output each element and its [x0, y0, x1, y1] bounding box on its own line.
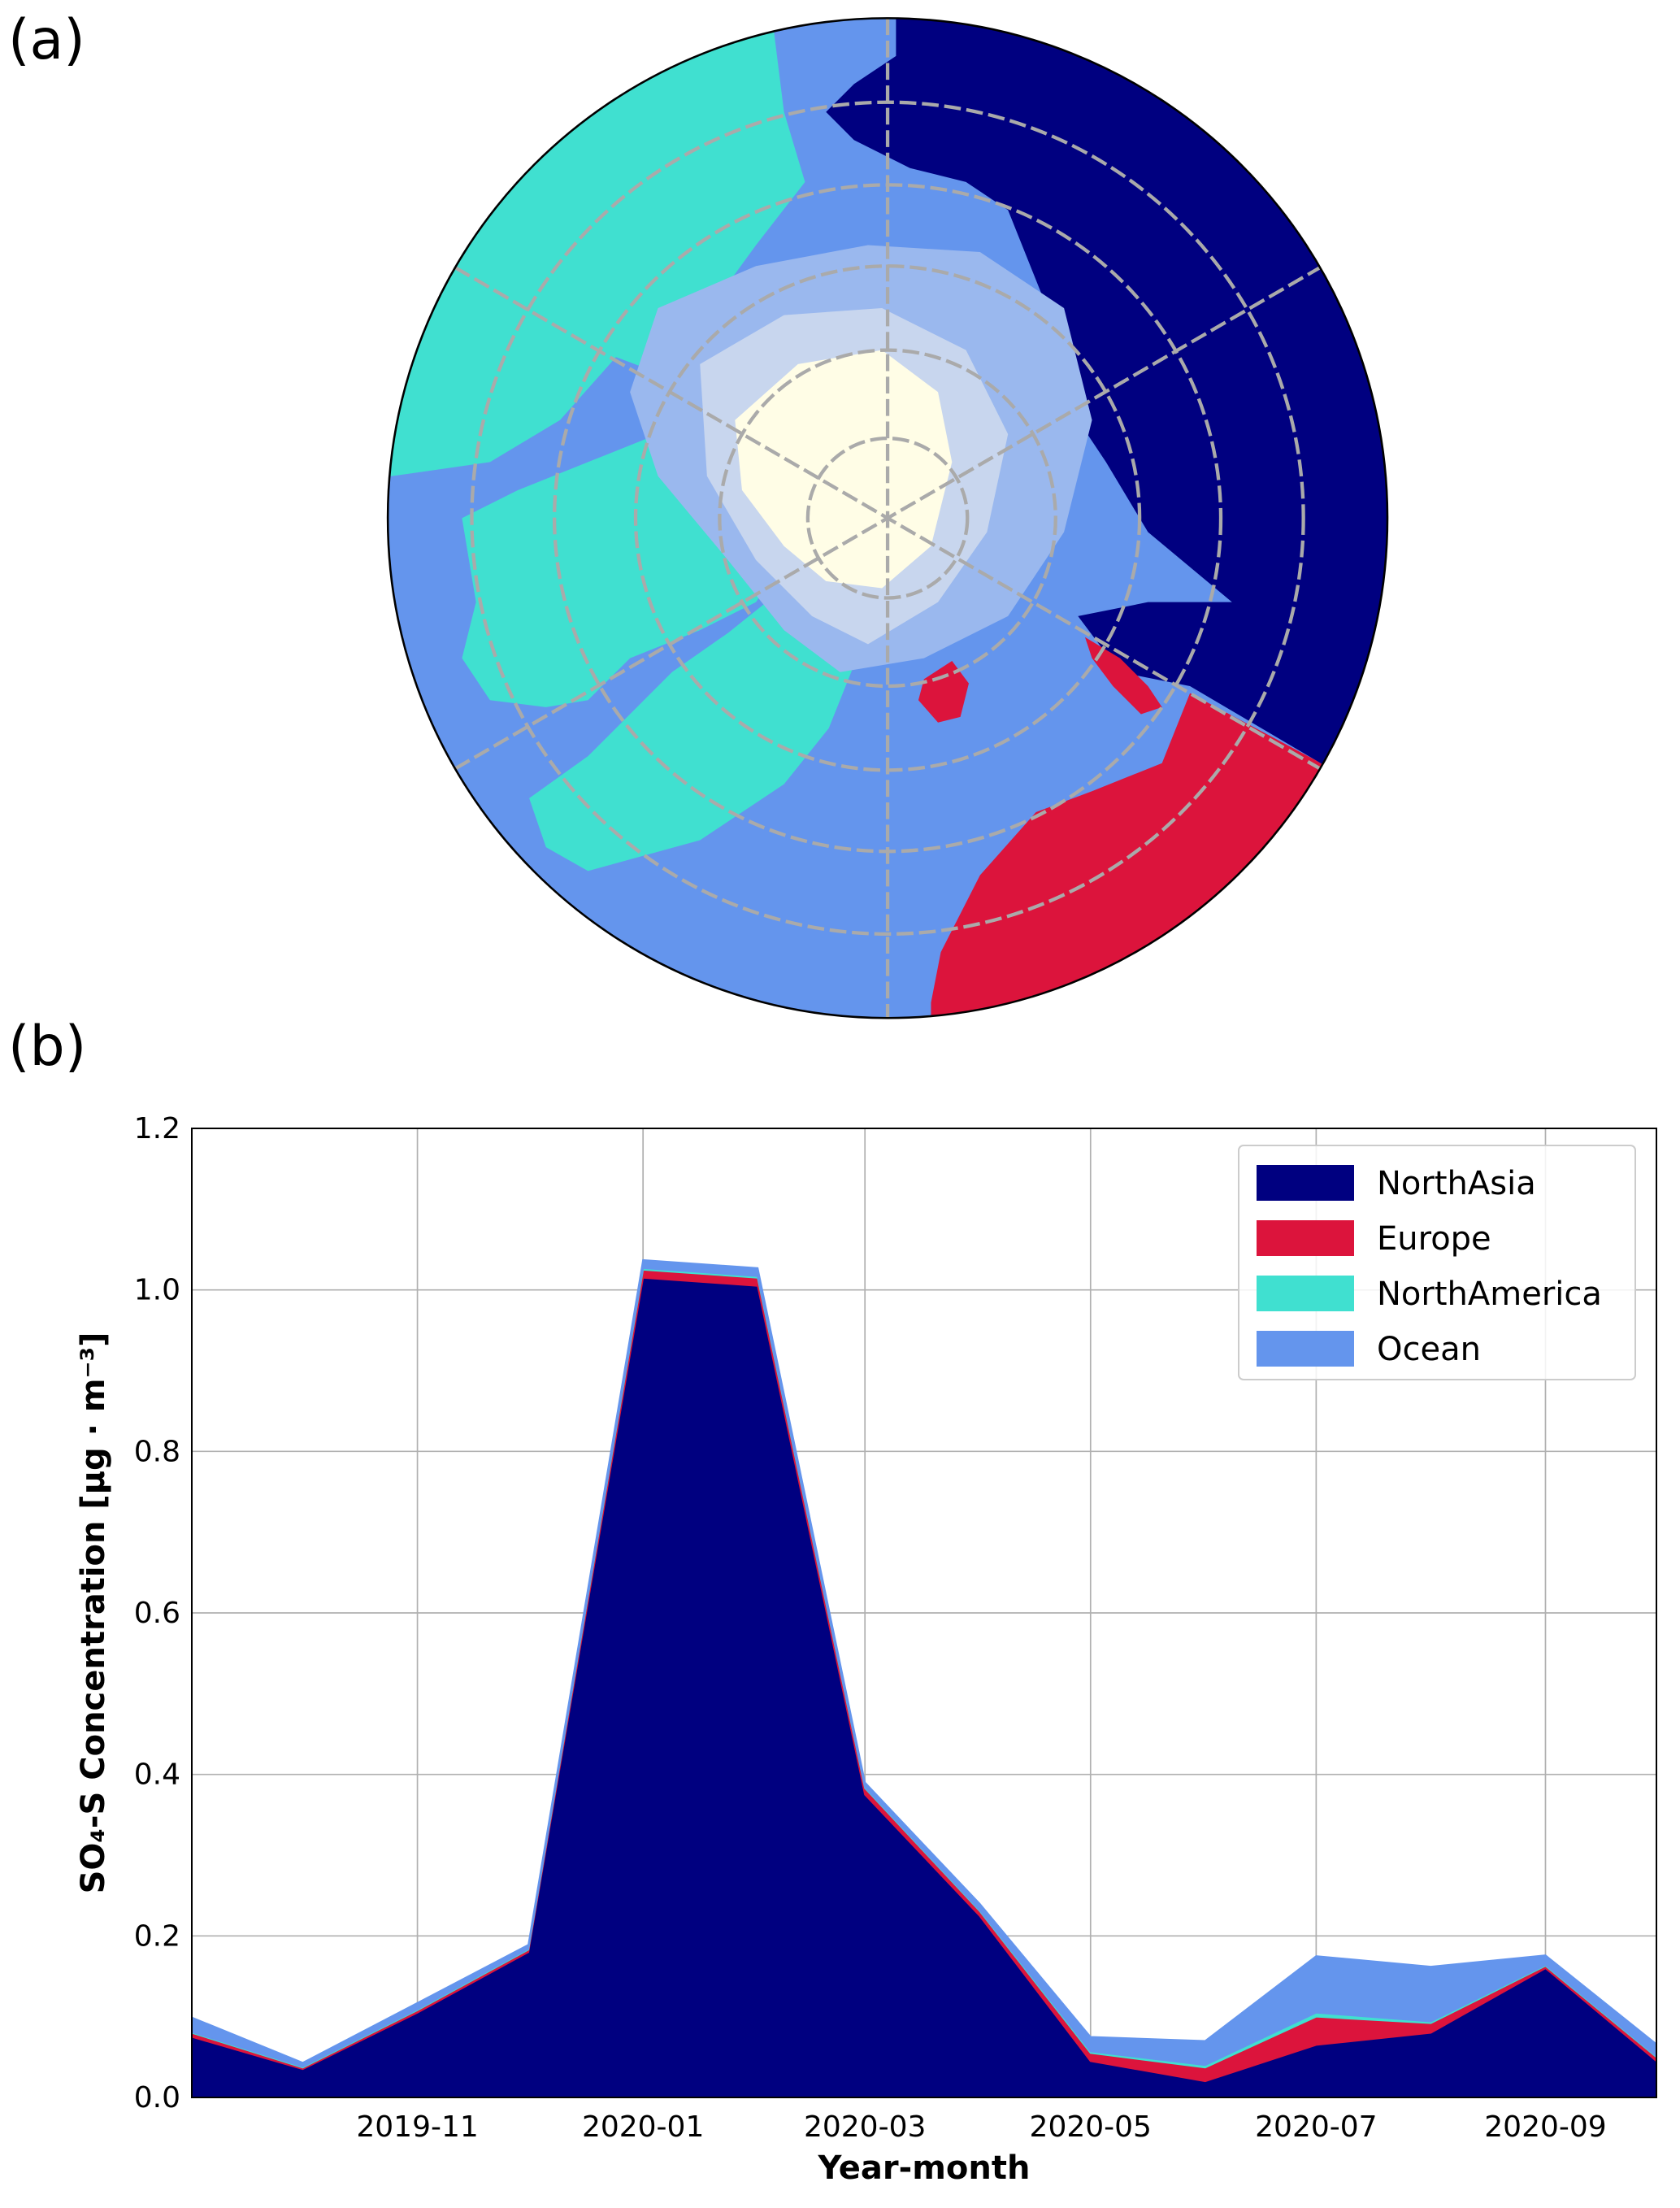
- legend-swatch: [1257, 1220, 1354, 1256]
- greenland: [529, 588, 857, 871]
- y-axis-label: SO₄-S Concentration [μg · m⁻³]: [75, 1332, 112, 1894]
- x-tick-label: 2019-11: [356, 2110, 478, 2144]
- legend-swatch: [1257, 1331, 1354, 1367]
- europe: [1084, 637, 1162, 715]
- x-tick-label: 2020-03: [804, 2110, 926, 2144]
- x-tick-label: 2020-09: [1484, 2110, 1606, 2144]
- x-tick-label: 2020-05: [1030, 2110, 1152, 2144]
- europe: [918, 661, 969, 723]
- y-tick-label: 0.6: [134, 1597, 180, 1630]
- y-tick-label: 1.2: [134, 1112, 180, 1145]
- x-tick-label: 2020-07: [1255, 2110, 1377, 2144]
- y-tick-label: 0.0: [134, 2081, 180, 2115]
- legend-label: NorthAsia: [1377, 1165, 1536, 1202]
- legend-swatch: [1257, 1165, 1354, 1201]
- y-tick-label: 0.4: [134, 1758, 180, 1792]
- x-axis-label: Year-month: [818, 2149, 1031, 2187]
- plot-area: [192, 1258, 1656, 2097]
- y-tick-label: 0.8: [134, 1435, 180, 1468]
- legend-box: [1238, 1145, 1636, 1380]
- chart: 0.0 0.2 0.4 0.6 0.8 1.0 1.2 2019-11 2020-01 2020-…: [75, 1112, 1657, 2187]
- x-tick-label: 2020-01: [582, 2110, 704, 2144]
- y-tick-label: 0.2: [134, 1919, 180, 1953]
- legend-label: Europe: [1377, 1220, 1491, 1258]
- legend-label: Ocean: [1377, 1331, 1481, 1368]
- sea-ice: [735, 350, 953, 589]
- panel-label: (b): [8, 1015, 86, 1079]
- legend-swatch: [1257, 1276, 1354, 1311]
- y-tick-label: 1.0: [134, 1274, 180, 1307]
- graticule: [454, 18, 1322, 1019]
- panel-label: (a): [8, 8, 85, 72]
- map-border: [386, 17, 1389, 1019]
- plot-frame: [191, 1128, 1657, 2098]
- polar-map: [386, 17, 1389, 1019]
- area: [192, 1258, 1656, 2068]
- legend-label: NorthAmerica: [1377, 1276, 1602, 1313]
- north-asia: [826, 18, 1387, 813]
